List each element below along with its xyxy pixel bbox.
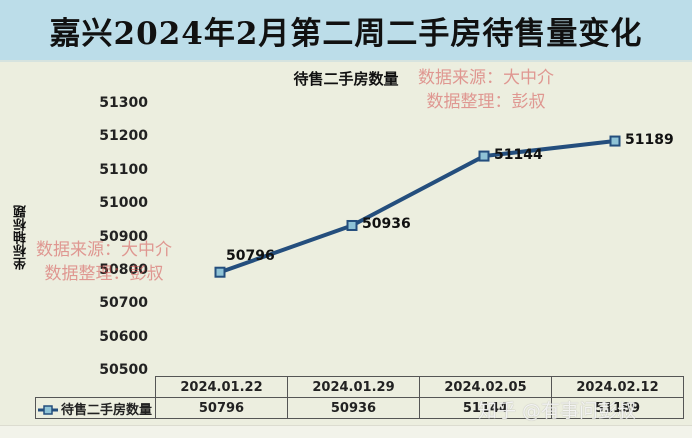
data-point-marker (609, 135, 621, 147)
watermark-author-line: 数据整理：彭叔 (44, 264, 164, 284)
data-point-marker (478, 150, 490, 162)
legend-line-marker-icon (38, 405, 58, 415)
chart-plot-area (0, 62, 692, 425)
watermark-source-line: 数据来源：大中介 (418, 68, 554, 88)
header-banner: 嘉兴2024年2月第二周二手房待售量变化 (0, 0, 692, 62)
chart-title: 待售二手房数量 (293, 70, 399, 88)
data-table-value: 50936 (287, 397, 420, 419)
platform-watermark: 知乎 @有事问彭叔 (478, 400, 637, 422)
data-table-value: 50796 (155, 397, 288, 419)
watermark-source-left: 数据来源：大中介 数据整理：彭叔 (36, 238, 172, 286)
legend-label: 待售二手房数量 (61, 402, 153, 418)
y-tick-label: 50800 (99, 262, 148, 278)
category-label: 2024.01.29 (287, 376, 420, 398)
data-table-corner (35, 376, 156, 398)
data-label: 51144 (494, 147, 543, 164)
y-tick-label: 50600 (99, 329, 148, 345)
category-label: 2024.01.22 (155, 376, 288, 398)
page-title: 嘉兴2024年2月第二周二手房待售量变化 (49, 15, 643, 52)
y-tick-label: 51300 (99, 95, 148, 111)
data-table-value: 51144 (419, 397, 552, 419)
data-table: 2024.01.22 2024.01.29 2024.02.05 2024.02… (35, 376, 684, 419)
y-tick-label: 50900 (99, 229, 148, 245)
legend-entry: 待售二手房数量 (35, 397, 156, 419)
watermark-source-top: 数据来源：大中介 数据整理：彭叔 (418, 66, 554, 114)
data-table-header-row: 2024.01.22 2024.01.29 2024.02.05 2024.02… (35, 376, 684, 398)
data-label: 50796 (226, 248, 275, 265)
y-tick-label: 51000 (99, 195, 148, 211)
data-point-marker (214, 266, 226, 278)
data-point-marker (346, 219, 358, 231)
y-tick-label: 51200 (99, 128, 148, 144)
y-tick-label: 50700 (99, 295, 148, 311)
data-table-value: 51189 (551, 397, 684, 419)
watermark-source-line: 数据来源：大中介 (36, 240, 172, 260)
data-label: 51189 (625, 132, 674, 149)
data-table-series-row: 待售二手房数量 50796 50936 51144 51189 (35, 397, 684, 419)
watermark-author-line: 数据整理：彭叔 (426, 92, 546, 112)
category-label: 2024.02.05 (419, 376, 552, 398)
category-label: 2024.02.12 (551, 376, 684, 398)
y-tick-label: 51100 (99, 162, 148, 178)
y-tick-label: 50500 (99, 362, 148, 378)
bottom-edge (0, 425, 692, 438)
data-label: 50936 (362, 216, 411, 233)
